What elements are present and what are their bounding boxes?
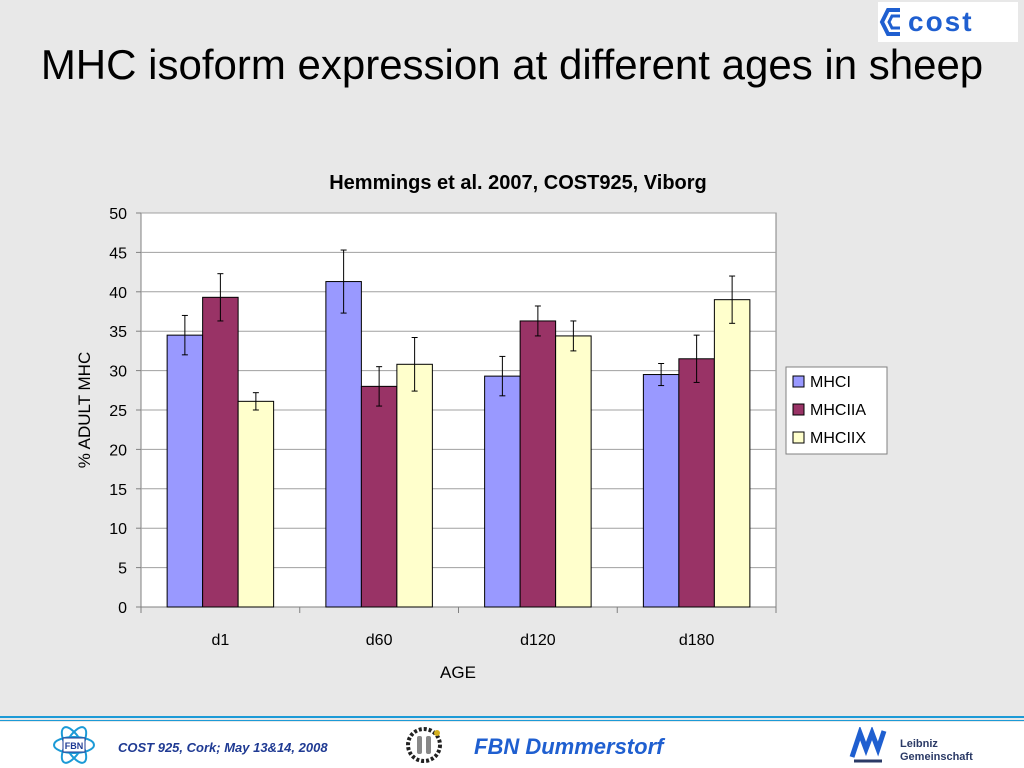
legend-swatch-mhci xyxy=(792,375,805,388)
legend-label-mhciia: MHCIIA xyxy=(810,402,866,419)
bar-mhci-d1 xyxy=(166,334,204,608)
legend-swatch-mhciia xyxy=(792,403,805,416)
fbn-logo: FBN xyxy=(53,726,95,764)
y-tick-label: 10 xyxy=(109,521,127,538)
bar-mhciia-d1 xyxy=(202,296,239,608)
y-tick-label: 25 xyxy=(109,403,127,420)
y-tick-label: 0 xyxy=(118,600,127,617)
legend-label-mhciix: MHCIIX xyxy=(810,430,866,447)
error-bars xyxy=(181,249,736,411)
legend: MHCI MHCIIA MHCIIX xyxy=(785,366,888,455)
bar-mhciia-d60 xyxy=(360,385,398,608)
cost-logo-text: cost xyxy=(908,6,974,37)
footer-rule-thin xyxy=(0,720,1024,721)
cost-logo: cost xyxy=(878,2,1018,42)
y-axis-ticks: 0 5 10 15 20 25 30 35 40 45 50 xyxy=(109,206,141,617)
y-tick-label: 35 xyxy=(109,324,127,341)
x-tick-label: d1 xyxy=(211,632,229,649)
y-tick-label: 20 xyxy=(109,442,127,459)
footer-brand: FBN Dummerstorf xyxy=(474,734,664,759)
chain-logo xyxy=(406,727,442,763)
bar-mhciix-d180 xyxy=(713,299,751,608)
bar-chart: Hemmings et al. 2007, COST925, Viborg 0 5… xyxy=(75,172,888,682)
legend-label-mhci: MHCI xyxy=(810,374,851,391)
chart-title: Hemmings et al. 2007, COST925, Viborg xyxy=(329,172,707,194)
footer-rule xyxy=(0,716,1024,718)
footer-event: COST 925, Cork; May 13&14, 2008 xyxy=(118,740,328,755)
y-tick-label: 50 xyxy=(109,206,127,223)
bar-mhciix-d1 xyxy=(237,400,275,608)
x-axis-label: AGE xyxy=(440,663,476,682)
bar-mhciia-d120 xyxy=(519,320,557,608)
x-axis-ticks: d1 d60 d120 d180 xyxy=(140,607,777,649)
y-tick-label: 30 xyxy=(109,364,127,381)
x-tick-label: d60 xyxy=(366,632,393,649)
bar-mhci-d120 xyxy=(484,375,521,608)
leibniz-line2: Gemeinschaft xyxy=(900,751,973,763)
leibniz-text: Leibniz Gemeinschaft xyxy=(900,738,973,764)
fbn-logo-text: FBN xyxy=(65,741,84,751)
bars xyxy=(166,281,751,608)
bar-mhci-d60 xyxy=(325,281,362,608)
footer xyxy=(0,722,1024,768)
bar-mhci-d180 xyxy=(642,374,680,608)
leibniz-logo xyxy=(849,727,887,763)
y-axis-label: % ADULT MHC xyxy=(75,352,94,469)
y-tick-label: 5 xyxy=(118,561,127,578)
slide-title: MHC isoform expression at different ages… xyxy=(40,41,984,88)
x-tick-label: d180 xyxy=(679,632,715,649)
bar-mhciix-d120 xyxy=(555,335,592,608)
y-tick-label: 40 xyxy=(109,285,127,302)
y-tick-label: 15 xyxy=(109,482,127,499)
leibniz-line1: Leibniz xyxy=(900,738,938,750)
bar-mhciix-d60 xyxy=(396,363,433,608)
bar-mhciia-d180 xyxy=(678,358,715,608)
x-tick-label: d120 xyxy=(520,632,556,649)
legend-swatch-mhciix xyxy=(792,431,805,444)
y-tick-label: 45 xyxy=(109,245,127,262)
